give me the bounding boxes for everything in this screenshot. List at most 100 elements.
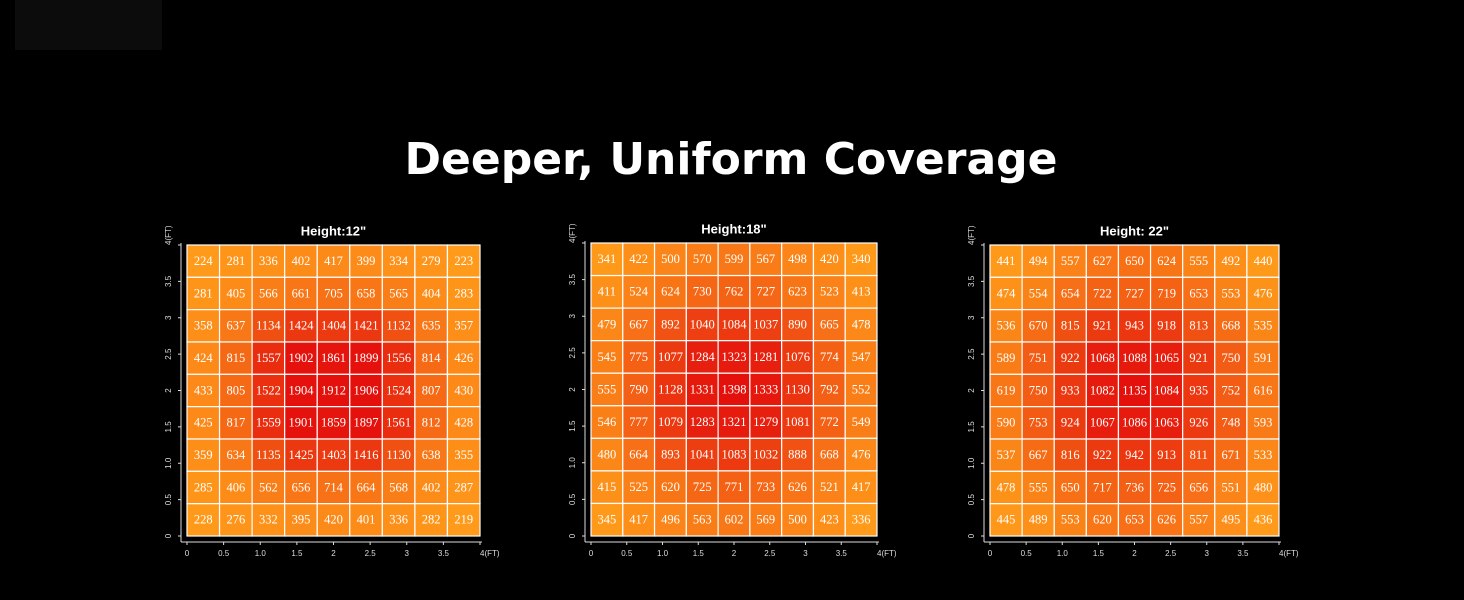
heatmap-cell	[1182, 438, 1216, 472]
cell-value: 417	[852, 480, 871, 494]
cell-value: 1281	[753, 350, 778, 364]
cell-value: 670	[1029, 319, 1048, 333]
cell-value: 424	[194, 351, 214, 365]
cell-value: 790	[629, 382, 648, 396]
cell-value: 750	[1029, 383, 1048, 397]
main-title: Deeper, Uniform Coverage	[405, 134, 1058, 185]
cell-value: 1912	[321, 383, 346, 397]
heatmap-cell	[653, 274, 687, 309]
cell-value: 1084	[1154, 383, 1180, 397]
heatmap-cell	[1214, 406, 1248, 440]
heatmap-cell	[186, 309, 221, 343]
heatmap-cell	[1246, 341, 1280, 375]
cell-value: 402	[292, 254, 311, 268]
heatmap-cell	[812, 372, 846, 407]
x-tick-label: 1.5	[693, 549, 705, 558]
cell-value: 345	[598, 513, 617, 527]
cell-value: 1899	[354, 351, 379, 365]
cell-value: 563	[693, 513, 712, 527]
cell-value: 942	[1125, 448, 1144, 462]
cell-value: 480	[598, 447, 617, 461]
cell-value: 557	[1189, 513, 1208, 527]
heatmap-cell	[446, 309, 481, 343]
heatmap-cell	[414, 406, 449, 440]
cell-value: 281	[194, 286, 213, 300]
heatmap-cell	[1182, 373, 1216, 408]
heatmap-cell	[218, 341, 253, 375]
y-tick-label: 0	[164, 533, 173, 538]
heatmap-cell	[749, 502, 783, 537]
cell-value: 334	[389, 254, 409, 268]
heatmap-cell	[446, 406, 481, 440]
cell-value: 1079	[658, 415, 683, 429]
heatmap-cell	[989, 309, 1023, 343]
heatmap-cell	[186, 503, 221, 537]
cell-value: 537	[997, 448, 1016, 462]
cell-value: 555	[1189, 254, 1208, 268]
heatmap-cell	[1085, 503, 1120, 537]
heatmap-cell	[284, 470, 318, 505]
heatmap-cell	[349, 503, 383, 537]
heatmap-cell	[218, 438, 253, 472]
heatmap-cell	[590, 502, 624, 537]
cell-value: 441	[997, 254, 1016, 268]
cell-value: 750	[1221, 351, 1240, 365]
cell-value: 1082	[1090, 383, 1115, 397]
x-tick-label: 2.5	[764, 549, 776, 558]
cell-value: 565	[389, 286, 408, 300]
cell-value: 228	[194, 513, 213, 527]
cell-value: 1333	[753, 382, 778, 396]
x-tick-label: 0.5	[1021, 549, 1033, 558]
cell-value: 1284	[690, 350, 716, 364]
heatmap-cell	[1182, 341, 1216, 375]
heatmap-cell	[1021, 373, 1055, 408]
y-tick-label: 3	[568, 313, 577, 318]
y-tick-label: 2	[164, 388, 173, 393]
cell-value: 546	[598, 415, 617, 429]
heatmap-cell	[844, 372, 878, 407]
cell-value: 521	[820, 480, 839, 494]
heatmap-cell	[685, 307, 719, 342]
cell-value: 943	[1125, 319, 1144, 333]
cell-value: 730	[693, 285, 712, 299]
cell-value: 671	[1221, 448, 1240, 462]
cell-value: 1561	[386, 416, 411, 430]
heatmap-cell	[1246, 438, 1280, 472]
cell-value: 1088	[1122, 351, 1147, 365]
heatmap-cell	[590, 274, 624, 309]
heatmap-cell	[349, 244, 383, 278]
heatmap-cell	[251, 276, 286, 311]
cell-value: 926	[1189, 416, 1208, 430]
y-tick-label: 3.5	[967, 275, 976, 287]
heatmap-cell	[590, 405, 624, 439]
heatmap-cell	[414, 244, 449, 278]
cell-value: 705	[324, 286, 343, 300]
y-tick-label: 3	[164, 315, 173, 320]
cell-value: 567	[756, 252, 775, 266]
cell-value: 533	[1254, 448, 1273, 462]
cell-value: 569	[756, 513, 775, 527]
heatmap-cell	[186, 276, 221, 311]
chart-title: Height:12"	[301, 223, 366, 238]
cell-value: 428	[454, 416, 473, 430]
cell-value: 816	[1061, 448, 1080, 462]
cell-value: 495	[1221, 513, 1240, 527]
heatmap-cell	[251, 503, 286, 537]
cell-value: 1902	[288, 351, 313, 365]
cell-value: 1859	[321, 416, 346, 430]
y-tick-label: 0	[568, 533, 577, 538]
heatmap-cell	[653, 372, 687, 407]
heatmap-cell	[446, 276, 481, 311]
cell-value: 1404	[321, 319, 347, 333]
cell-value: 719	[1157, 286, 1176, 300]
heatmap-chart: Height: 22" 441 494 557 627 650 624 555 492 440 47…	[967, 223, 1299, 558]
heatmap-cell	[989, 503, 1023, 537]
y-tick-label: 2	[967, 388, 976, 393]
x-tick-label: 2	[331, 549, 336, 558]
heatmap-cell	[1214, 438, 1248, 472]
y-tick-label: 1.0	[164, 457, 173, 469]
heatmap-cell	[1085, 406, 1120, 440]
chart-title: Height: 22"	[1100, 223, 1169, 238]
cell-value: 1063	[1154, 416, 1179, 430]
heatmap-cell	[1214, 276, 1248, 311]
